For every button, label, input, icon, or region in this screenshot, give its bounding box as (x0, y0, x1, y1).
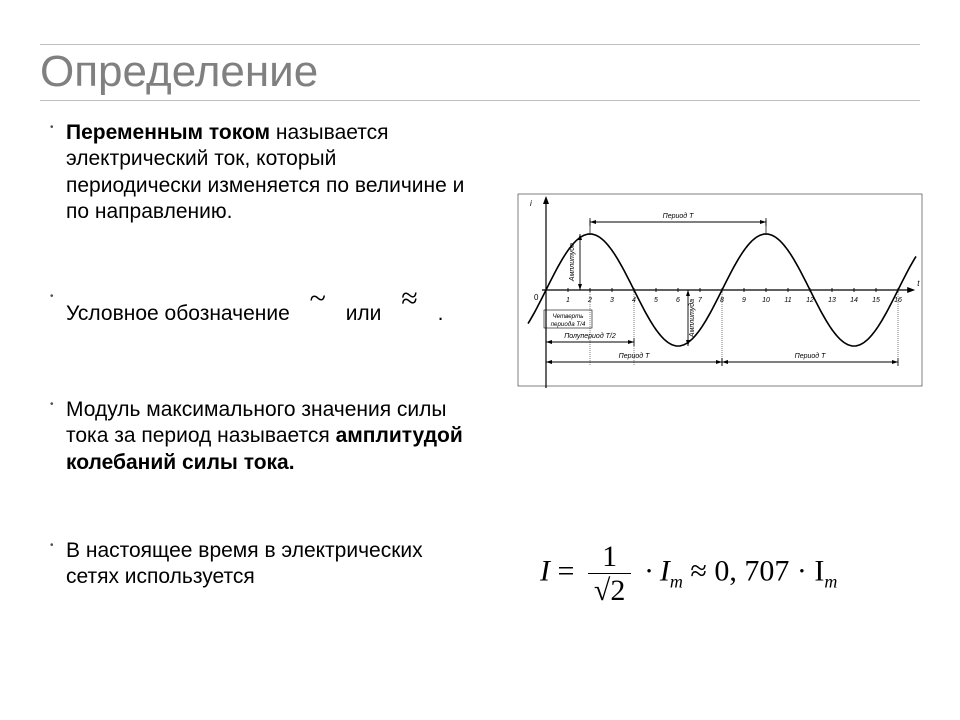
svg-text:i: i (530, 199, 532, 208)
svg-text:14: 14 (850, 297, 858, 304)
sine-chart: it012345678910111213141516Период ТАмплит… (512, 160, 932, 420)
bullet-amplitude: Модуль максимального значения силы тока … (50, 397, 470, 476)
bullet-symbol-mid: или (346, 302, 382, 325)
svg-text:3: 3 (610, 297, 614, 304)
svg-text:периода T/4: периода T/4 (551, 321, 586, 328)
tilde-icon: ~ (310, 275, 326, 323)
svg-text:6: 6 (676, 297, 680, 304)
svg-text:Четверть: Четверть (552, 313, 583, 320)
bullet-symbol-post: . (438, 302, 444, 325)
svg-text:Период Т: Период Т (795, 352, 826, 360)
formula-fraction: 1√2 (588, 540, 631, 607)
bullet-symbol-pre: Условное обозначение (66, 302, 290, 325)
page: Определение Переменным током называется … (0, 0, 960, 720)
bullet-usage: В настоящее время в электрических сетях … (50, 538, 470, 591)
svg-text:11: 11 (784, 297, 791, 304)
formula-mid: · I (637, 554, 670, 587)
rule-bottom (40, 100, 920, 101)
approx-icon: ≈ (401, 275, 417, 323)
svg-text:13: 13 (828, 297, 836, 304)
formula-sub2: m (824, 571, 837, 591)
bullet-symbol: Условное обозначение ~ или ≈ . (50, 287, 470, 335)
formula-approx: ≈ 0, 707 · I (683, 554, 824, 587)
svg-text:Период Т: Период Т (619, 352, 650, 360)
svg-text:Амплитуда: Амплитуда (688, 299, 696, 338)
bullet-definition: Переменным током называется электрически… (50, 120, 470, 225)
svg-text:7: 7 (698, 297, 703, 304)
formula-lhs: I (540, 554, 550, 587)
formula-num: 1 (588, 540, 631, 574)
svg-text:15: 15 (872, 297, 880, 304)
svg-text:2: 2 (587, 297, 592, 304)
formula-eq: = (550, 554, 582, 587)
svg-text:9: 9 (742, 297, 746, 304)
svg-text:Период Т: Период Т (663, 212, 694, 220)
bullet-usage-text: В настоящее время в электрических сетях … (66, 539, 423, 588)
text-column: Переменным током называется электрически… (50, 120, 470, 590)
formula-den: √2 (588, 574, 631, 607)
formula-sub1: m (670, 571, 683, 591)
svg-text:t: t (917, 279, 920, 288)
bullet-definition-bold: Переменным током (66, 121, 276, 144)
svg-text:5: 5 (654, 297, 658, 304)
page-title: Определение (40, 44, 318, 100)
svg-text:10: 10 (762, 297, 770, 304)
rms-formula: I = 1√2 · Im ≈ 0, 707 · Im (540, 540, 920, 607)
svg-text:1: 1 (566, 297, 570, 304)
svg-text:12: 12 (806, 297, 814, 304)
svg-text:Амплитуда: Амплитуда (568, 243, 576, 282)
svg-text:0: 0 (534, 293, 539, 302)
